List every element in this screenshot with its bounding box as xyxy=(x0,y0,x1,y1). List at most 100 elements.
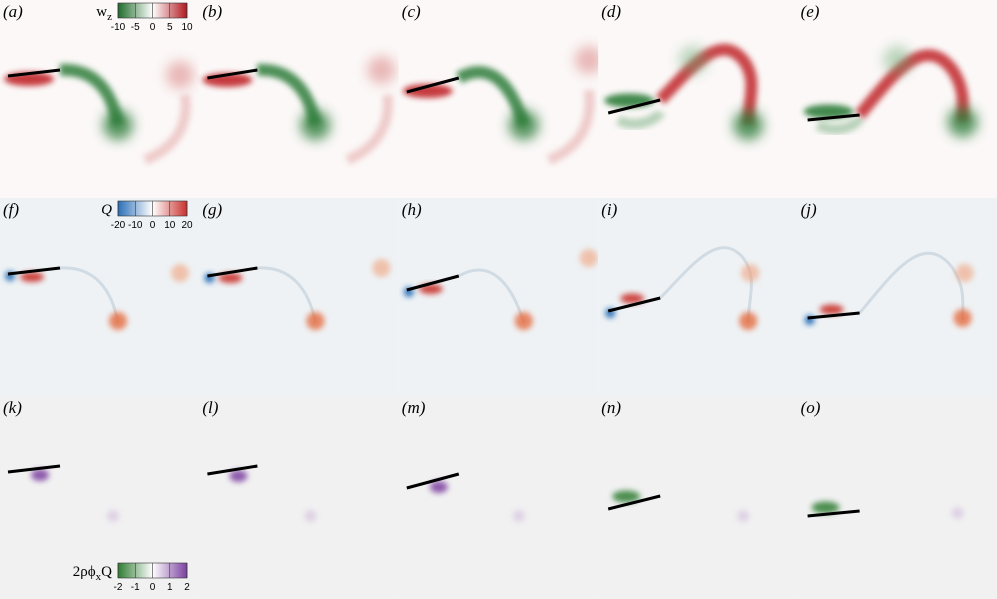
plate xyxy=(607,98,661,115)
panel-label: (c) xyxy=(402,2,421,21)
far-vortex xyxy=(367,56,396,84)
flow-panel: (h) xyxy=(398,198,599,396)
flow-panel: (n) xyxy=(598,396,798,599)
lev xyxy=(811,501,840,514)
panel-label: (i) xyxy=(601,200,617,219)
colorbar-tick-label: 5 xyxy=(167,22,173,33)
panel-label: (b) xyxy=(202,2,222,21)
panel-background xyxy=(0,0,200,198)
colorbar-tick-label: 0 xyxy=(150,582,156,593)
colorbar-label: 2ρϕxQ xyxy=(73,564,112,583)
label-main: w xyxy=(96,4,107,20)
plate xyxy=(807,509,860,518)
wake xyxy=(858,251,965,321)
far-vortex xyxy=(171,264,189,282)
vortex xyxy=(514,312,533,330)
vortex xyxy=(737,510,750,522)
flow-panel: (o) xyxy=(797,396,997,599)
lev xyxy=(402,84,453,98)
colorbar-tick-label: -1 xyxy=(131,582,140,593)
vortex xyxy=(733,110,764,140)
far-vortex xyxy=(579,249,598,267)
panel-background xyxy=(797,396,997,599)
panel-background xyxy=(398,198,599,396)
plate xyxy=(7,464,61,474)
vortex xyxy=(107,510,119,522)
flow-panel: (g) xyxy=(199,198,399,396)
colorbar-tick-label: 2 xyxy=(184,582,190,593)
panel-background xyxy=(797,198,997,396)
panel-label: (o) xyxy=(801,398,821,417)
flow-panel: (a) xyxy=(0,0,200,198)
far-vortex xyxy=(372,259,391,277)
label-main: 2ρϕ xyxy=(73,564,96,580)
flow-panel: (c) xyxy=(398,0,603,198)
lev xyxy=(20,272,44,282)
lev xyxy=(429,481,448,493)
panel-background xyxy=(199,198,399,396)
vortex xyxy=(947,107,978,137)
lev xyxy=(604,93,655,108)
panel-label: (h) xyxy=(402,200,422,219)
plate xyxy=(807,113,860,122)
lev xyxy=(31,469,49,481)
panel-label: (a) xyxy=(3,2,23,21)
flow-panel: (e) xyxy=(797,0,997,198)
colorbar-tick-label: 20 xyxy=(181,220,193,231)
colorbar-label: wz xyxy=(96,4,112,23)
vortex xyxy=(739,312,758,330)
flow-panel: (l) xyxy=(199,396,399,599)
lev xyxy=(620,293,645,304)
tail xyxy=(143,94,191,165)
vortex xyxy=(512,510,525,522)
colorbar-tick-label: 0 xyxy=(150,220,156,231)
label-end: Q xyxy=(101,564,112,580)
plate xyxy=(807,311,860,320)
far-vortex xyxy=(883,46,912,74)
panel-label: (e) xyxy=(801,2,820,21)
wake xyxy=(655,43,758,126)
vortex xyxy=(508,110,539,140)
label-sub: z xyxy=(107,11,112,23)
wake xyxy=(659,246,753,324)
vortex xyxy=(300,110,331,140)
colorbar-tick-label: 10 xyxy=(164,220,176,231)
panel-label: (f) xyxy=(3,200,19,219)
lev xyxy=(229,470,248,482)
panel-label: (g) xyxy=(202,200,222,219)
vortex xyxy=(306,312,325,330)
colorbar-tick-label: -10 xyxy=(111,22,126,33)
wake xyxy=(458,268,526,324)
plate xyxy=(207,68,258,80)
plate xyxy=(7,266,61,276)
panel-background xyxy=(199,396,399,599)
vortex xyxy=(103,110,133,140)
label-sub: x xyxy=(96,571,102,583)
far-vortex xyxy=(574,46,603,74)
panel-label: (n) xyxy=(601,398,621,417)
panel-background xyxy=(398,396,599,599)
colorbar-label: Q xyxy=(101,202,112,218)
colorbar-tick-label: -20 xyxy=(111,220,126,231)
panel-label: (d) xyxy=(601,2,621,21)
plate xyxy=(207,266,258,278)
flow-panel: (m) xyxy=(398,396,599,599)
colorbar-tick-label: -2 xyxy=(114,582,123,593)
lev xyxy=(819,304,844,315)
panel-background xyxy=(199,0,399,198)
vortex xyxy=(953,309,972,327)
colorbar-tick-label: -10 xyxy=(128,220,143,231)
far-vortex xyxy=(955,264,974,282)
colorbar-tick-label: 1 xyxy=(167,582,173,593)
panel-label: (j) xyxy=(801,200,817,219)
lev xyxy=(803,104,854,119)
tail xyxy=(345,94,393,165)
tail xyxy=(815,115,865,135)
far-vortex xyxy=(166,61,194,89)
plate xyxy=(607,296,661,313)
flow-panel: (i) xyxy=(598,198,798,396)
